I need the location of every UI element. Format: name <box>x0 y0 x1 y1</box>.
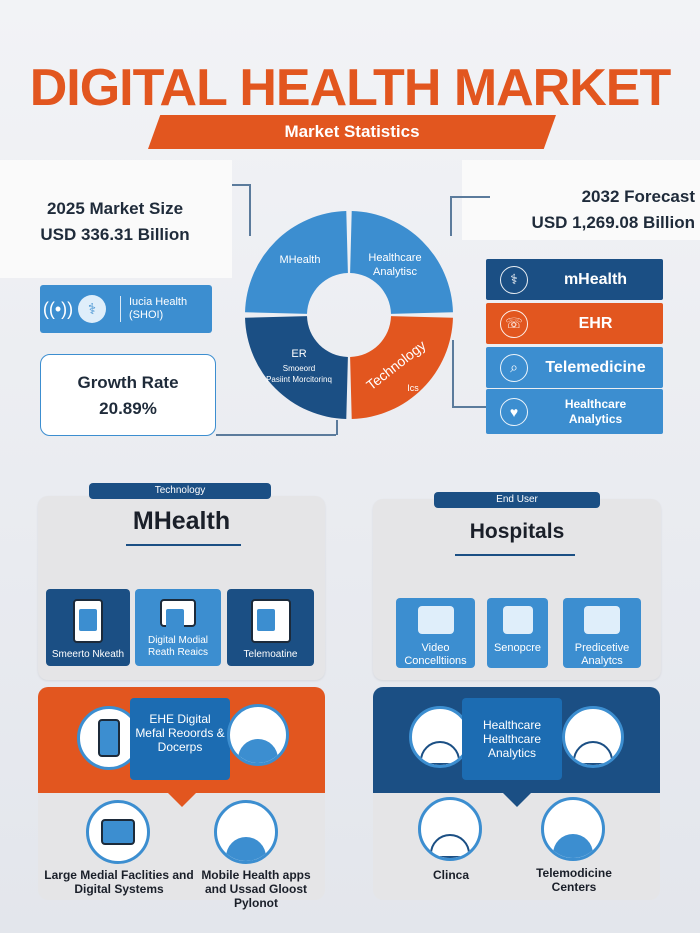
list-item-ehr: ☏ EHR <box>486 303 663 344</box>
smartphone-icon <box>73 599 103 643</box>
page-subtitle: Market Statistics <box>284 122 420 141</box>
forecast-label: 2032 Forecast <box>581 187 695 206</box>
devices-icon <box>250 599 291 643</box>
tile-predictive-analytics: Predicetive Analytcs <box>563 598 641 668</box>
donut-segment-mhealth <box>245 211 348 314</box>
market-size-stat: 2025 Market Size USD 336.31 Billion <box>20 196 210 248</box>
tile-senopcre: Senopcre <box>487 598 548 668</box>
end-user-card-title: Hospitals <box>469 520 565 543</box>
donut-label-ehr-3: Pasiint Morcitorinq <box>266 375 332 384</box>
donut-segment-technology <box>350 316 453 419</box>
tile-digital-medical: Digital Modial Reath Reaics <box>135 589 221 666</box>
subtitle-ribbon <box>148 115 556 149</box>
doctor-avatar <box>562 706 624 768</box>
forecast-band <box>462 160 700 240</box>
icon-bar-label: Iucia Health (SHOI) <box>129 296 188 321</box>
tile-smartphone: Smeerto Nkeath <box>46 589 130 666</box>
donut-label-analytics-1: Healthcare <box>368 252 421 264</box>
divider <box>120 296 121 322</box>
list-item-analytics: ♥ Healthcare Analytics <box>486 389 663 434</box>
ehr-panel-body <box>38 793 325 900</box>
connector-line <box>452 406 486 408</box>
connector-line <box>249 184 251 236</box>
page-title: DIGITAL HEALTH MARKET <box>29 59 672 117</box>
title-underline <box>126 544 241 546</box>
growth-value: 20.89% <box>99 399 157 418</box>
tablet-icon <box>160 599 196 631</box>
donut-label-ehr: ER <box>291 348 306 360</box>
connector-line <box>450 196 452 236</box>
monitor-icon <box>502 606 533 634</box>
panel-notch <box>168 793 196 807</box>
analytics-panel-body <box>373 793 660 900</box>
market-size-value: USD 336.31 Billion <box>40 225 190 244</box>
caption-telemedicine-centers: Telemodicine Centers <box>536 866 612 894</box>
donut-label-analytics-2: Analytisc <box>373 266 418 278</box>
analytics-center-box: Healthcare Healthcare Analytics <box>462 698 562 780</box>
connector-line <box>452 340 454 406</box>
telemedicine-icon: ⌕ <box>500 353 528 382</box>
market-size-label: 2025 Market Size <box>46 199 184 218</box>
analytics-chart-icon <box>584 606 620 634</box>
donut-segment-analytics <box>350 211 453 314</box>
caption-large-facilities: Large Medial Faclities and Digital Syste… <box>44 868 194 896</box>
ehr-icon: ☏ <box>500 309 528 338</box>
caption-mobile-health: Mobile Health apps and Ussad Gloost Pylo… <box>201 868 311 910</box>
tile-telemedicine: Telemoatine <box>227 589 314 666</box>
analytics-icon: ♥ <box>500 397 528 426</box>
donut-label-mhealth: MHealth <box>280 254 321 266</box>
donut-label-technology-2: Ics <box>407 383 419 393</box>
connector-line <box>232 184 250 186</box>
clinic-doctor-icon <box>418 797 482 861</box>
connector-line <box>450 196 490 198</box>
end-user-pill: End User <box>434 492 600 508</box>
signal-icon: ((•)) <box>42 298 74 319</box>
connector-line <box>336 420 338 435</box>
forecast-value: USD 1,269.08 Billion <box>531 213 695 232</box>
growth-rate-box: Growth Rate 20.89% <box>40 354 216 436</box>
market-size-band <box>0 160 232 278</box>
hospital-building-icon <box>86 800 150 864</box>
technology-donut: MHealth Healthcare Analytisc Technology … <box>245 211 453 419</box>
connector-line <box>216 434 336 436</box>
forecast-stat: 2032 Forecast USD 1,269.08 Billion <box>480 184 695 236</box>
title-underline <box>455 554 575 556</box>
stethoscope-icon: ⚕ <box>78 295 106 323</box>
donut-segment-ehr <box>245 316 348 419</box>
caption-clinics: Clinca <box>432 868 469 882</box>
list-item-telemedicine: ⌕ Telemedicine <box>486 347 663 388</box>
technology-card-title: MHealth <box>132 507 231 535</box>
caduceus-icon: ⚕ <box>500 265 528 294</box>
video-consult-icon <box>417 606 454 634</box>
tile-video-consultations: Video Concelltiions <box>396 598 475 668</box>
telemedicine-doctor-icon <box>541 797 605 861</box>
doctor-avatar <box>227 704 289 766</box>
donut-label-ehr-2: Smoeord <box>283 364 315 373</box>
technology-pill: Technology <box>89 483 271 499</box>
growth-label: Growth Rate <box>77 373 179 392</box>
nurse-patient-icon <box>214 800 278 864</box>
ehr-center-box: EHE Digital Mefal Reoords & Docerps <box>130 698 230 780</box>
digital-health-icon-bar: ((•)) ⚕ Iucia Health (SHOI) <box>40 285 212 333</box>
list-item-mhealth: ⚕ mHealth <box>486 259 663 300</box>
panel-notch <box>503 793 531 807</box>
